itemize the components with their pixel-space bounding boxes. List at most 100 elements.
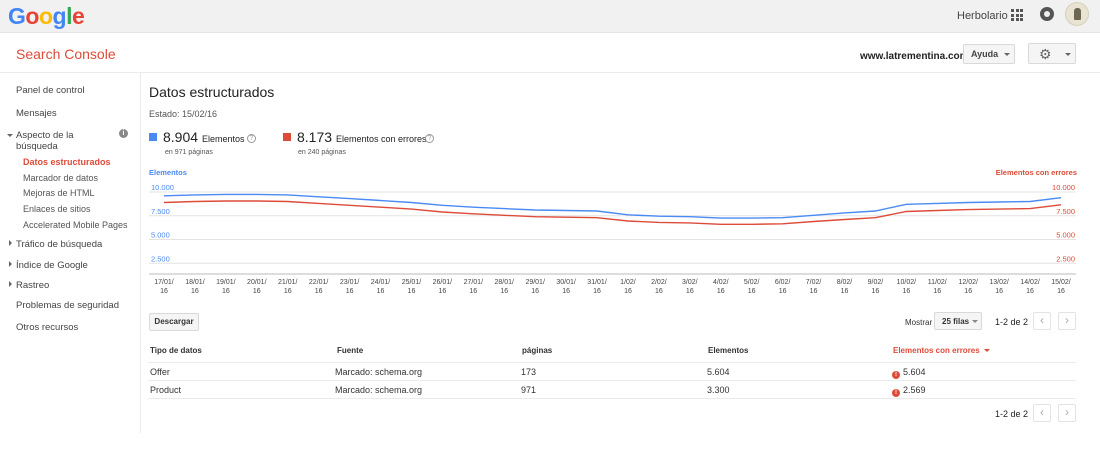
sidebar-item-label: Rastreo [16,280,50,291]
product-title[interactable]: Search Console [16,46,116,62]
x-tick-label: 10/02/16 [897,279,917,295]
logo-letter: g [52,3,67,29]
x-tick-label: 26/01/16 [433,279,453,295]
sidebar-item-messages[interactable]: Mensajes [16,108,57,119]
help-icon[interactable]: ? [247,134,256,143]
structured-data-chart: Elementos Elementos con errores 10.000 10.0… [0,160,1100,300]
legend-label-errors: Elementos con errores [336,134,427,144]
info-icon[interactable]: i [119,129,128,138]
x-tick-label: 18/01/16 [185,279,205,295]
x-tick-label: 2/02/16 [651,279,667,295]
sidebar-item-search-traffic[interactable]: Tráfico de búsqueda [9,239,102,250]
download-button[interactable]: Descargar [149,313,199,331]
x-tick-label: 29/01/16 [525,279,545,295]
cell-errors: ! 5.604 [892,367,926,379]
cell-errors: ! 2.569 [892,385,926,397]
x-tick-label: 24/01/16 [371,279,391,295]
right-axis-label: Elementos con errores [996,168,1077,177]
cell-source: Marcado: schema.org [335,385,423,395]
next-page-button[interactable]: › [1058,404,1076,422]
sidebar-item-security-issues[interactable]: Problemas de seguridad [16,300,119,311]
x-tick-label: 22/01/16 [309,279,329,295]
sidebar-subitem-amp[interactable]: Accelerated Mobile Pages [23,220,128,230]
error-icon: ! [892,389,900,397]
cell-type[interactable]: Product [150,385,182,395]
sort-desc-icon [983,349,990,352]
legend-swatch-items[interactable] [149,133,157,141]
legend-label-items: Elementos [202,134,245,144]
cell-items: 3.300 [707,385,730,395]
chevron-right-icon [9,240,12,246]
left-axis-label: Elementos [149,168,187,177]
series-line-errors [163,200,1062,226]
column-header-items[interactable]: Elementos [708,346,749,355]
next-page-button[interactable]: › [1058,312,1076,330]
legend-swatch-errors[interactable] [283,133,291,141]
sidebar-subitem-html-improvements[interactable]: Mejoras de HTML [23,188,95,198]
column-header-pages[interactable]: páginas [522,346,553,355]
google-logo[interactable]: Google [8,3,85,30]
legend-sub-items: en 971 páginas [165,149,213,156]
chevron-right-icon [9,281,12,287]
rows-per-page-select[interactable]: 25 filas [934,312,982,330]
sidebar-item-label: Índice de Google [16,260,88,271]
sidebar-item-google-index[interactable]: Índice de Google [9,260,88,271]
sidebar-item-dashboard[interactable]: Panel de control [16,85,85,96]
help-dropdown[interactable]: Ayuda [963,44,1015,64]
sidebar-subitem-structured-data[interactable]: Datos estructurados [23,157,111,167]
sidebar-subitem-sitelinks[interactable]: Enlaces de sitios [23,204,91,214]
settings-button[interactable]: ⚙ [1028,43,1076,64]
chevron-right-icon: › [1065,405,1069,419]
x-tick-label: 15/02/16 [1051,279,1071,295]
sidebar-item-other-resources[interactable]: Otros recursos [16,322,79,333]
sidebar-subitem-data-highlighter[interactable]: Marcador de datos [23,173,99,183]
error-icon: ! [892,371,900,379]
x-tick-label: 13/02/16 [989,279,1009,295]
row-divider [148,380,1076,381]
top-bar: Google Herbolario [0,0,1100,33]
prev-page-button[interactable]: ‹ [1033,404,1051,422]
x-tick-label: 5/02/16 [744,279,760,295]
series-line-items [163,193,1062,219]
column-header-type[interactable]: Tipo de datos [150,346,202,355]
logo-letter: o [25,3,39,29]
x-tick-label: 31/01/16 [587,279,607,295]
logo-letter: o [38,3,53,29]
cell-errors-value: 5.604 [903,367,926,377]
logo-letter: l [66,3,72,29]
x-tick-label: 11/02/16 [928,279,947,295]
chevron-down-icon [972,320,978,323]
avatar[interactable] [1065,2,1089,26]
x-tick-label: 25/01/16 [402,279,422,295]
header-divider [0,72,1100,73]
cell-pages: 173 [521,367,537,377]
left-tick-label: 10.000 [151,183,174,192]
cell-type[interactable]: Offer [150,367,170,377]
account-name[interactable]: Herbolario [957,10,1008,22]
notifications-icon[interactable] [1040,7,1054,21]
sidebar-item-label: Tráfico de búsqueda [16,239,103,250]
pagination-text: 1-2 de 2 [995,409,1029,419]
chevron-left-icon: ‹ [1040,405,1044,419]
x-tick-label: 30/01/16 [556,279,576,295]
x-tick-label: 4/02/16 [713,279,729,295]
right-tick-label: 2.500 [1056,254,1075,263]
status-date: Estado: 15/02/16 [149,109,218,119]
chevron-down-icon [1004,53,1010,56]
sidebar-item-search-appearance[interactable]: Aspecto de la búsqueda [7,130,74,152]
legend-sub-errors: en 240 páginas [298,149,346,156]
x-tick-label: 19/01/16 [216,279,236,295]
prev-page-button[interactable]: ‹ [1033,312,1051,330]
site-url: www.latrementina.com [860,51,969,62]
left-tick-label: 7.500 [151,207,170,216]
chevron-right-icon: › [1065,313,1069,327]
column-header-source[interactable]: Fuente [337,346,364,355]
apps-icon[interactable] [1011,9,1023,21]
help-icon[interactable]: ? [425,134,434,143]
right-tick-label: 5.000 [1056,231,1075,240]
sidebar-item-crawl[interactable]: Rastreo [9,280,49,291]
row-divider [148,398,1076,399]
gear-icon: ⚙ [1039,46,1052,62]
cell-errors-value: 2.569 [903,385,926,395]
column-header-errors[interactable]: Elementos con errores [893,346,990,355]
